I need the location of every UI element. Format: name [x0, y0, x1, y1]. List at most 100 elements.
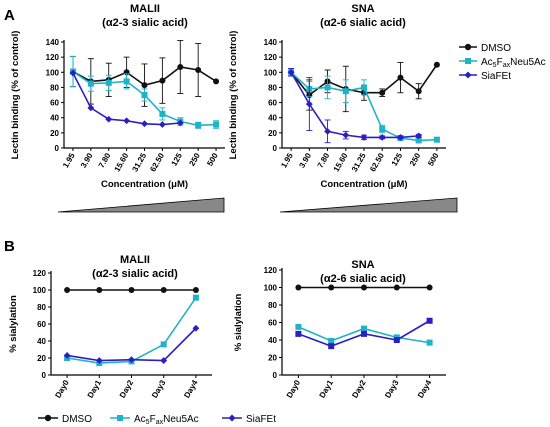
data-point — [295, 323, 302, 330]
x-tick-label: 1.95 — [61, 151, 77, 169]
y-tick-label: 80 — [50, 83, 59, 92]
x-tick-label: Day1 — [86, 378, 104, 400]
y-tick-label: 40 — [268, 336, 277, 345]
data-point — [160, 287, 167, 293]
data-point — [177, 63, 184, 70]
x-tick-label: Day3 — [383, 378, 401, 400]
y-tick-label: 40 — [37, 337, 46, 346]
data-point — [128, 287, 135, 293]
y-tick-label: 60 — [268, 319, 277, 328]
series-ac5faxneu5ac — [69, 55, 220, 129]
data-point — [415, 132, 423, 140]
data-point — [328, 343, 335, 350]
data-point — [361, 330, 367, 337]
data-point — [195, 122, 202, 129]
data-point — [105, 79, 112, 86]
data-point — [95, 357, 103, 364]
y-tick-label: 20 — [50, 129, 59, 138]
data-point — [213, 121, 220, 128]
y-tick-label: 80 — [37, 303, 46, 312]
data-point — [379, 126, 386, 133]
data-point — [397, 74, 404, 81]
y-tick-label: 0 — [273, 371, 278, 380]
data-point — [96, 287, 103, 293]
x-tick-label: 62.50 — [148, 151, 166, 173]
x-tick-label: 7.80 — [97, 151, 113, 169]
data-point — [361, 284, 367, 291]
x-tick-label: 62.50 — [368, 151, 386, 173]
legend-b-ac5f: Ac5FaxNeu5Ac — [110, 414, 199, 426]
data-point — [87, 104, 95, 112]
data-point — [415, 88, 422, 95]
y-tick-label: 100 — [33, 286, 47, 295]
series-dmso — [64, 287, 199, 293]
y-tick-label: 20 — [268, 129, 277, 138]
data-point — [128, 356, 135, 364]
data-point — [328, 337, 335, 344]
x-tick-label: Day2 — [350, 378, 368, 400]
legend-a-siafet-marker — [464, 71, 472, 79]
series-siafet — [287, 68, 423, 144]
data-point — [192, 287, 199, 293]
chart-title: MALII — [120, 254, 150, 266]
data-point — [305, 100, 313, 108]
data-point — [159, 77, 166, 84]
y-tick-label: 120 — [264, 53, 278, 62]
y-tick-label: 20 — [37, 354, 46, 363]
data-point — [324, 84, 331, 91]
x-axis-label: Concentration (μM) — [320, 179, 407, 190]
x-tick-label: Day0 — [285, 378, 303, 400]
data-point — [63, 352, 71, 359]
data-point — [426, 284, 433, 291]
series-dmso — [295, 284, 433, 291]
data-point — [192, 294, 199, 301]
y-axis-label: Lectin binding (% of control) — [10, 31, 21, 160]
x-tick-label: 1.95 — [279, 151, 295, 169]
concentration-wedge-right — [279, 197, 458, 213]
data-point — [378, 134, 386, 141]
legend-b-siafet-marker — [228, 414, 236, 422]
chart-title: SNA — [351, 3, 374, 15]
x-tick-label: 3.90 — [297, 151, 313, 169]
y-tick-label: 0 — [55, 144, 60, 153]
data-point — [158, 121, 166, 128]
x-tick-label: 500 — [205, 151, 220, 168]
y-tick-label: 20 — [268, 354, 277, 363]
y-tick-label: 0 — [273, 144, 278, 153]
x-tick-label: 3.90 — [79, 151, 95, 169]
series-siafet — [63, 324, 200, 364]
panel-letter-b: B — [4, 238, 15, 255]
data-point — [195, 67, 202, 74]
y-tick-label: 60 — [268, 99, 277, 108]
data-point — [105, 115, 113, 123]
legend-b-ac5f-marker — [117, 415, 123, 421]
series-siafet — [69, 69, 184, 128]
data-point — [433, 61, 440, 68]
x-tick-label: 125 — [170, 151, 185, 168]
x-tick-label: Day1 — [318, 378, 336, 400]
x-tick-label: 250 — [408, 151, 423, 168]
data-point — [415, 137, 422, 144]
y-tick-label: 120 — [264, 266, 278, 275]
data-point — [69, 69, 77, 77]
x-tick-label: Day2 — [118, 378, 136, 400]
data-point — [64, 287, 71, 293]
data-point — [160, 341, 167, 348]
legend-a-ac5f-marker — [465, 58, 471, 64]
y-tick-label: 120 — [46, 53, 60, 62]
data-point — [324, 127, 331, 135]
x-tick-label: 31.25 — [350, 151, 368, 173]
y-tick-label: 60 — [37, 320, 46, 329]
x-tick-label: 7.80 — [316, 151, 332, 169]
x-tick-label: Day4 — [416, 378, 434, 400]
legend-b: DMSO Ac5FaxNeu5Ac SiaFEt — [38, 414, 276, 426]
legend-a: DMSO Ac5FaxNeu5Ac SiaFEt — [459, 43, 546, 82]
legend-a-ac5f-label: Ac5FaxNeu5Ac — [481, 57, 546, 69]
data-point — [361, 84, 367, 91]
chart-subtitle: (α2-3 sialic acid) — [102, 17, 188, 29]
legend-a-siafet-label: SiaFEt — [481, 71, 511, 82]
data-point — [433, 136, 440, 143]
x-tick-label: Day0 — [53, 378, 71, 400]
x-tick-label: 15.60 — [332, 151, 350, 173]
